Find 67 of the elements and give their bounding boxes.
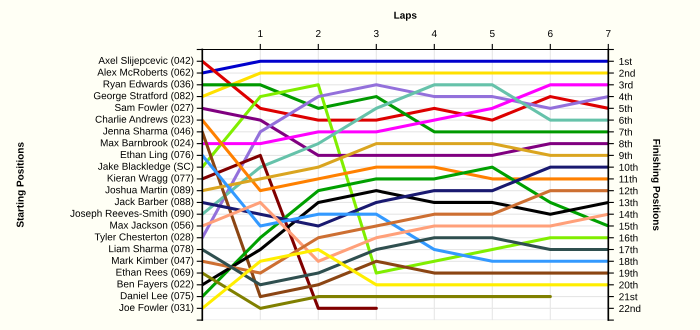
y-tick-label: 12th — [619, 187, 638, 194]
line-series — [202, 83, 608, 146]
y-tick-label: 17th — [619, 246, 638, 254]
text: Ethan Rees (069) — [116, 268, 194, 278]
y-tick-label: 16th — [619, 234, 638, 242]
line-series — [202, 118, 608, 192]
line-series — [202, 83, 608, 216]
text: Sam Fowler (027) — [114, 104, 194, 113]
x-tick-label: 6 — [548, 30, 553, 38]
y-tick-label: 13th — [619, 198, 638, 206]
text: Jack Barber (088) — [114, 198, 194, 208]
text: Kieran Wragg (077) — [108, 174, 194, 184]
y-tick-label: 7th — [619, 128, 632, 136]
line-series — [202, 166, 608, 228]
y-tick-label: 10th — [619, 164, 638, 171]
line-series — [202, 248, 608, 310]
y-axis-title: Finishing Positions — [651, 139, 660, 231]
y-tick-label: 8th — [619, 140, 632, 148]
text: Max Jackson (056) — [110, 221, 194, 231]
text: Liam Sharma (078) — [109, 244, 194, 254]
x-tick-label: 7 — [606, 30, 611, 38]
line-series — [202, 166, 608, 298]
x-tick-label: 2 — [316, 30, 321, 38]
text: George Stratford (082) — [94, 92, 194, 102]
line-series — [202, 106, 608, 157]
y-tick-label: 14th — [619, 210, 638, 218]
text: Ryan Edwards (036) — [104, 80, 194, 90]
y-tick-label: 9th — [619, 152, 632, 160]
text: Axel Slijepcevic (042) — [98, 56, 194, 66]
x-tick-label: 4 — [432, 30, 437, 38]
y-tick-label: 5th — [619, 104, 632, 112]
y-tick-label: 18th — [619, 258, 638, 265]
y-tick-label: 1st — [619, 58, 632, 65]
y-tick-label: 20th — [619, 281, 638, 289]
text: Joseph Reeves-Smith (090) — [70, 210, 194, 219]
text: Ben Fayers (022) — [118, 280, 194, 290]
text: Charlie Andrews (023) — [96, 115, 194, 125]
text: Ethan Ling (076) — [120, 150, 194, 160]
y-tick-label: 3rd — [619, 81, 633, 89]
y-tick-label: 4th — [618, 92, 632, 100]
line-series — [202, 200, 608, 263]
x-axis-title: Laps — [394, 12, 417, 21]
x-tick-label: 5 — [490, 30, 495, 38]
text: Joe Fowler (031) — [119, 304, 194, 313]
text: Max Barnbrook (024) — [100, 138, 194, 148]
line-series — [202, 236, 608, 286]
text: Alex McRoberts (062) — [97, 68, 194, 78]
x-tick-label: 3 — [374, 30, 379, 38]
text: Daniel Lee (075) — [120, 292, 194, 302]
y-tick-label: 2nd — [619, 69, 635, 77]
x-tick-label: 1 — [258, 30, 263, 38]
text: Starting Positions — [16, 142, 26, 228]
y-tick-label: 15th — [619, 222, 638, 230]
y-tick-label: 21st — [619, 293, 638, 300]
line-series — [202, 83, 608, 134]
text: Jake Blackledge (SC) — [98, 162, 194, 172]
y-tick-label: 22nd — [619, 304, 640, 312]
text: Joshua Martin (089) — [105, 186, 194, 196]
y-tick-label: 19th — [619, 269, 638, 277]
y-tick-label: 6th — [619, 116, 632, 124]
text: Mark Kimber (047) — [112, 256, 194, 266]
text: Jenna Sharma (046) — [102, 127, 194, 137]
line-series — [202, 154, 608, 263]
y-tick-label: 11th — [619, 175, 637, 183]
line-series — [202, 130, 608, 298]
text: Tyler Chesterton (028) — [94, 233, 194, 242]
line-series — [202, 142, 608, 192]
